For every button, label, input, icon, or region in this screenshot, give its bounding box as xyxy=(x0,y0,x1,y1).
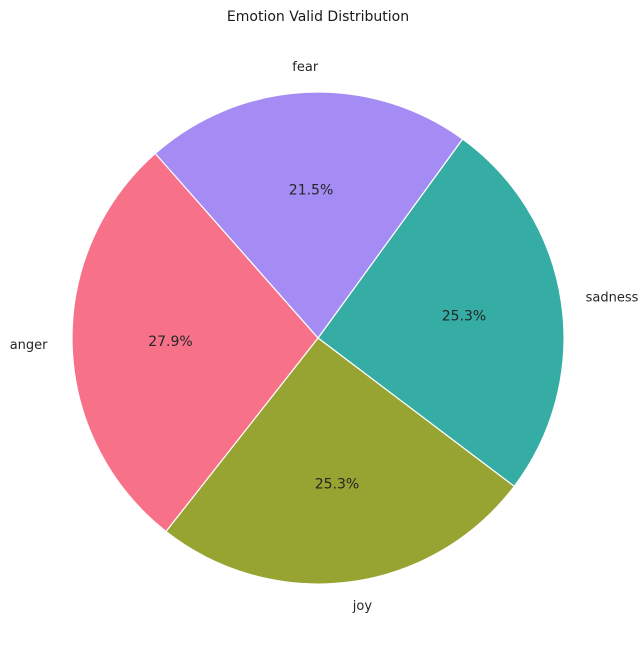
category-label-fear: fear xyxy=(292,60,319,75)
pie-slice-joy xyxy=(165,337,516,585)
percent-label-anger: 27.9% xyxy=(148,334,192,350)
pie-slices xyxy=(71,91,565,585)
chart-title: Emotion Valid Distribution xyxy=(227,9,409,25)
category-label-sadness: sadness xyxy=(586,291,639,306)
category-label-joy: joy xyxy=(352,599,373,614)
percent-label-joy: 25.3% xyxy=(315,476,359,492)
percent-labels: 25.3% 25.3% 27.9% 21.5% xyxy=(148,183,486,493)
category-label-anger: anger xyxy=(10,338,48,353)
percent-label-sadness: 25.3% xyxy=(442,308,486,324)
pie-slice-fear xyxy=(154,91,464,339)
category-labels: sadness joy anger fear xyxy=(10,60,639,614)
pie-slice-sadness xyxy=(317,138,565,488)
percent-label-fear: 21.5% xyxy=(289,183,333,199)
pie-slice-anger xyxy=(71,152,319,533)
